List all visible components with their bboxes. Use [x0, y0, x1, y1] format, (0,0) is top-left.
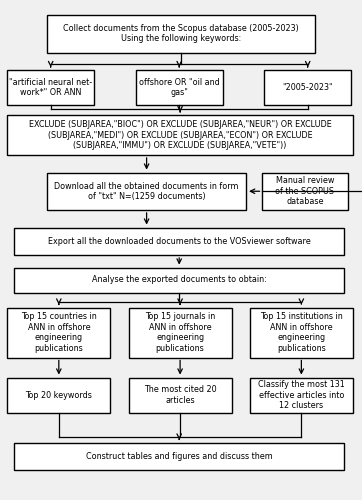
Text: "artificial neural net-
work*" OR ANN: "artificial neural net- work*" OR ANN [9, 78, 92, 97]
Text: Classify the most 131
effective articles into
12 clusters: Classify the most 131 effective articles… [258, 380, 345, 410]
FancyBboxPatch shape [14, 268, 344, 292]
FancyBboxPatch shape [7, 70, 94, 105]
Text: The most cited 20
articles: The most cited 20 articles [144, 386, 216, 404]
FancyBboxPatch shape [7, 308, 110, 358]
FancyBboxPatch shape [7, 378, 110, 412]
FancyBboxPatch shape [14, 228, 344, 255]
FancyBboxPatch shape [47, 172, 246, 210]
Text: EXCLUDE (SUBJAREA,"BIOC") OR EXCLUDE (SUBJAREA,"NEUR") OR EXCLUDE
(SUBJAREA,"MED: EXCLUDE (SUBJAREA,"BIOC") OR EXCLUDE (SU… [29, 120, 332, 150]
FancyBboxPatch shape [7, 115, 353, 155]
FancyBboxPatch shape [129, 308, 232, 358]
Text: Download all the obtained documents in form
of "txt" N=(1259 documents): Download all the obtained documents in f… [54, 182, 239, 201]
FancyBboxPatch shape [262, 172, 348, 210]
Text: Construct tables and figures and discuss them: Construct tables and figures and discuss… [86, 452, 273, 461]
FancyBboxPatch shape [129, 378, 232, 412]
Text: Top 15 institutions in
ANN in offshore
engineering
publications: Top 15 institutions in ANN in offshore e… [260, 312, 343, 352]
Text: "2005-2023": "2005-2023" [282, 83, 333, 92]
FancyBboxPatch shape [250, 378, 353, 412]
FancyBboxPatch shape [250, 308, 353, 358]
FancyBboxPatch shape [14, 442, 344, 470]
FancyBboxPatch shape [264, 70, 351, 105]
FancyBboxPatch shape [136, 70, 223, 105]
Text: Export all the downloaded documents to the VOSviewer software: Export all the downloaded documents to t… [48, 237, 311, 246]
Text: Top 15 journals in
ANN in offshore
engineering
publications: Top 15 journals in ANN in offshore engin… [145, 312, 215, 352]
Text: Collect documents from the Scopus database (2005-2023)
Using the following keywo: Collect documents from the Scopus databa… [63, 24, 299, 44]
Text: Top 15 countries in
ANN in offshore
engineering
publications: Top 15 countries in ANN in offshore engi… [21, 312, 97, 352]
Text: Top 20 keywords: Top 20 keywords [25, 390, 92, 400]
Text: Manual review
of the SCOPUS
database: Manual review of the SCOPUS database [275, 176, 334, 206]
Text: Analyse the exported documents to obtain:: Analyse the exported documents to obtain… [92, 276, 266, 284]
Text: offshore OR "oil and
gas": offshore OR "oil and gas" [139, 78, 220, 97]
FancyBboxPatch shape [47, 15, 315, 52]
